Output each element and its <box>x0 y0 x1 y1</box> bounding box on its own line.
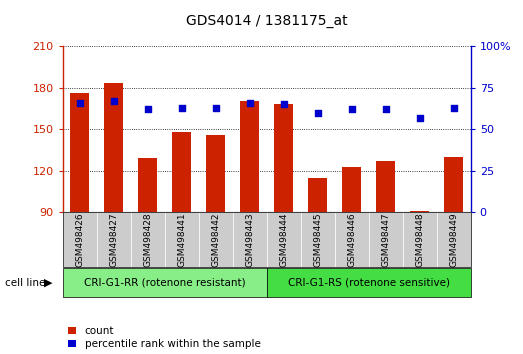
Bar <box>275 104 293 212</box>
Point <box>211 105 220 110</box>
Point <box>381 107 390 112</box>
Text: GSM498426: GSM498426 <box>75 212 84 267</box>
Bar <box>139 158 157 212</box>
Bar <box>173 132 191 212</box>
Text: CRI-G1-RR (rotenone resistant): CRI-G1-RR (rotenone resistant) <box>84 278 246 288</box>
Text: GSM498446: GSM498446 <box>347 212 356 267</box>
Text: GSM498445: GSM498445 <box>313 212 322 267</box>
Text: GSM498428: GSM498428 <box>143 212 152 267</box>
Bar <box>411 211 429 212</box>
Text: GSM498447: GSM498447 <box>381 212 390 267</box>
Point <box>347 107 356 112</box>
Point <box>143 107 152 112</box>
Point <box>449 105 458 110</box>
Point <box>279 101 288 107</box>
Bar <box>309 178 327 212</box>
Bar <box>377 161 395 212</box>
Point <box>177 105 186 110</box>
Text: GSM498442: GSM498442 <box>211 213 220 267</box>
Point <box>245 100 254 105</box>
Bar <box>71 93 89 212</box>
Bar <box>445 157 463 212</box>
Text: GSM498448: GSM498448 <box>415 212 424 267</box>
Text: GSM498444: GSM498444 <box>279 213 288 267</box>
Text: ▶: ▶ <box>44 278 53 288</box>
Text: GSM498449: GSM498449 <box>449 212 458 267</box>
Text: GDS4014 / 1381175_at: GDS4014 / 1381175_at <box>186 14 348 28</box>
Point <box>415 115 424 120</box>
Bar <box>241 102 259 212</box>
Point <box>75 100 84 105</box>
Bar <box>207 135 225 212</box>
Bar <box>343 167 361 212</box>
Legend: count, percentile rank within the sample: count, percentile rank within the sample <box>68 326 260 349</box>
Text: GSM498443: GSM498443 <box>245 212 254 267</box>
Text: CRI-G1-RS (rotenone sensitive): CRI-G1-RS (rotenone sensitive) <box>288 278 450 288</box>
Text: GSM498441: GSM498441 <box>177 212 186 267</box>
Text: GSM498427: GSM498427 <box>109 212 118 267</box>
Bar <box>105 84 123 212</box>
Point <box>313 110 322 115</box>
Point <box>109 98 118 104</box>
Text: cell line: cell line <box>5 278 46 288</box>
